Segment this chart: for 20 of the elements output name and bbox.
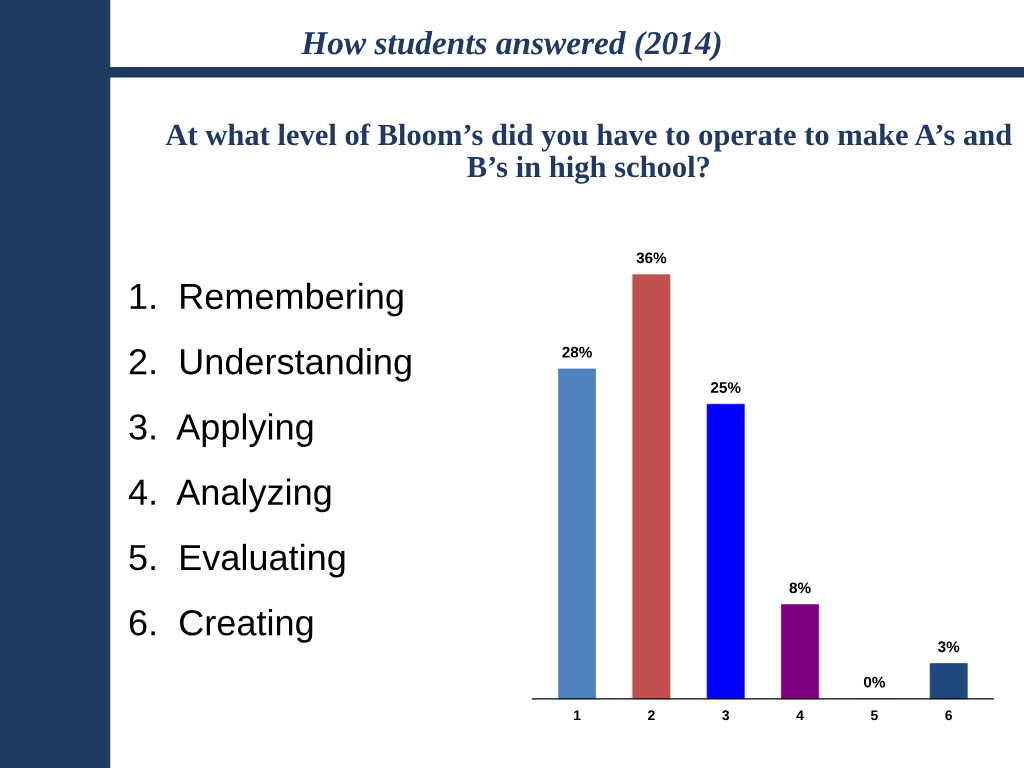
text: 2. Understanding bbox=[129, 347, 411, 382]
data-label: 28% bbox=[562, 346, 592, 358]
data-label: 3% bbox=[938, 641, 960, 653]
x-tick-label: 5 bbox=[870, 710, 878, 721]
text: 6. Creating bbox=[129, 609, 313, 643]
data-label: 8% bbox=[789, 582, 811, 594]
data-label: 25% bbox=[710, 382, 741, 393]
chart-subtitle: At what level of Bloom’s did you have to operate to make A’s and B’s in high school? bbox=[165, 123, 1012, 184]
x-tick-label: 6 bbox=[945, 710, 953, 721]
x-tick-label: 4 bbox=[796, 710, 804, 721]
x-tick-label: 2 bbox=[648, 710, 655, 721]
x-tick-label: 1 bbox=[574, 710, 581, 721]
data-label: 0% bbox=[863, 676, 885, 688]
text: 5. Evaluating bbox=[129, 543, 345, 578]
chart-title: How students answered (2014) bbox=[301, 30, 721, 62]
data-label: 36% bbox=[636, 252, 667, 264]
text: 1. Remembering bbox=[130, 282, 403, 317]
x-tick-label: 3 bbox=[722, 710, 730, 721]
text: 4. Analyzing bbox=[128, 478, 331, 513]
text: 3. Applying bbox=[129, 413, 313, 447]
